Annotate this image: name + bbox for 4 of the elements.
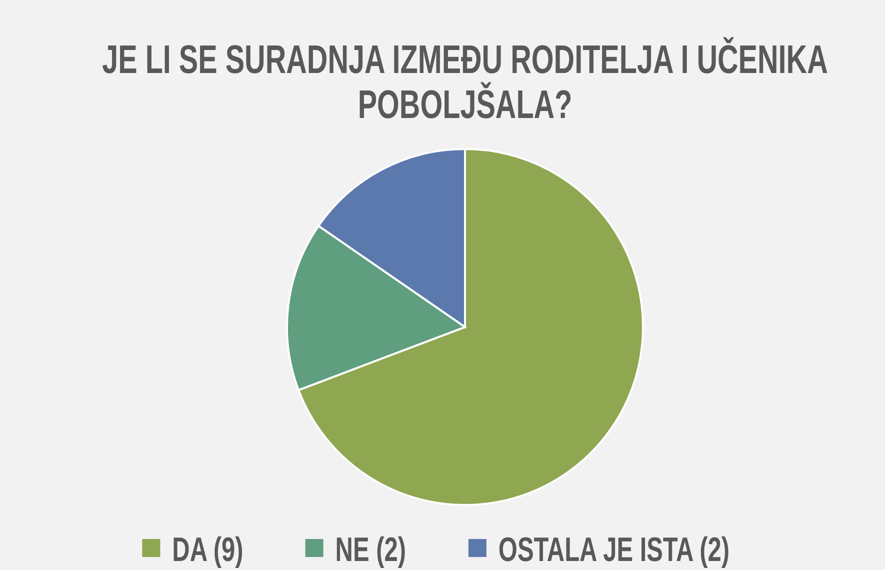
legend-label: NE (2) xyxy=(335,531,406,570)
legend-label: DA (9) xyxy=(172,531,244,570)
chart-title: JE LI SE SURADNJA IZMEĐU RODITELJA I UČENIKA POBOLJŠALA? xyxy=(102,36,828,128)
legend-label: OSTALA JE ISTA (2) xyxy=(498,531,730,570)
